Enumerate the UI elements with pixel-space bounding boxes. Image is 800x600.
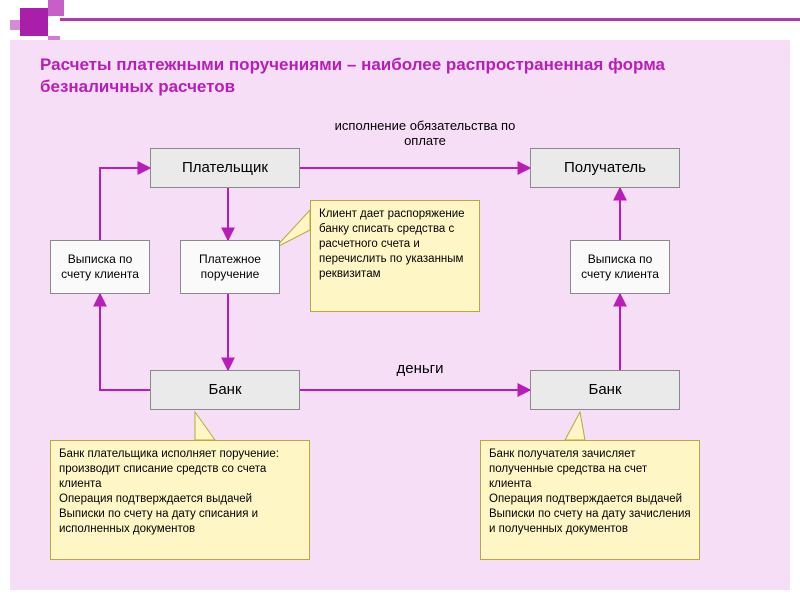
callout-tail-1	[275, 210, 310, 248]
top-accent-bar	[60, 18, 800, 21]
edge-stmt1-payer	[100, 168, 150, 240]
node-payer: Плательщик	[150, 148, 300, 188]
page-title: Расчеты платежными поручениями – наиболе…	[40, 54, 760, 98]
edge-bank1-stmt1	[100, 294, 150, 390]
callout-bank-payer: Банк плательщика исполняет поручение: пр…	[50, 440, 310, 560]
node-statement-recipient: Выписка по счету клиента	[570, 240, 670, 294]
edge-label-money: деньги	[380, 360, 460, 377]
callout-tail-2	[195, 412, 215, 440]
node-bank-recipient: Банк	[530, 370, 680, 410]
node-bank-payer: Банк	[150, 370, 300, 410]
node-recipient: Получатель	[530, 148, 680, 188]
callout-bank-recipient: Банк получателя зачисляет полученные сре…	[480, 440, 700, 560]
callout-tail-3	[565, 412, 585, 440]
edge-label-obligation: исполнение обязательства по оплате	[330, 118, 520, 148]
node-payment-order: Платежное поручение	[180, 240, 280, 294]
callout-client-instruction: Клиент дает распоряжение банку списать с…	[310, 200, 480, 312]
node-statement-payer: Выписка по счету клиента	[50, 240, 150, 294]
diagram-canvas: Расчеты платежными поручениями – наиболе…	[10, 40, 790, 590]
